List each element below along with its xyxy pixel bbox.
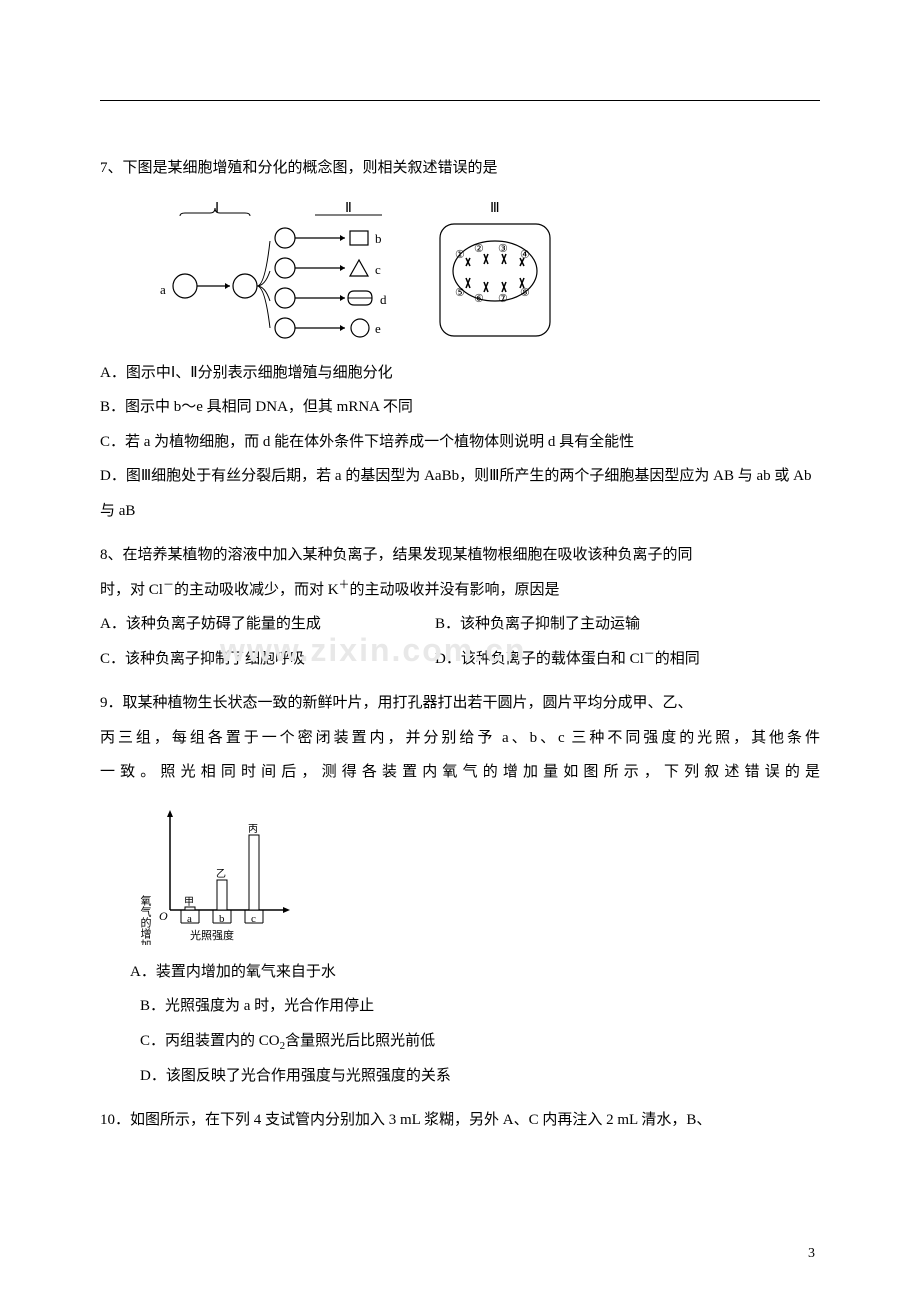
- q8-title-line1: 8、在培养某植物的溶液中加入某种负离子，结果发现某植物根细胞在吸收该种负离子的同: [100, 538, 820, 573]
- svg-text:③: ③: [498, 243, 508, 255]
- q9-option-c: C．丙组装置内的 CO2含量照光后比照光前低: [140, 1024, 820, 1059]
- q9-title-line1: 9．取某种植物生长状态一致的新鲜叶片，用打孔器打出若干圆片，圆片平均分成甲、乙、: [100, 686, 820, 721]
- label-e: e: [375, 321, 381, 336]
- label-c: c: [375, 262, 381, 277]
- label-roman1: Ⅰ: [215, 201, 219, 216]
- bar-label-bing: 丙: [248, 824, 258, 835]
- page-number: 3: [808, 1246, 815, 1262]
- label-d: d: [380, 292, 387, 307]
- q7-option-d: D．图Ⅲ细胞处于有丝分裂后期，若 a 的基因型为 AaBb，则Ⅲ所产生的两个子细…: [100, 459, 820, 528]
- q7-option-a: A．图示中Ⅰ、Ⅱ分别表示细胞增殖与细胞分化: [100, 356, 820, 391]
- svg-text:⑧: ⑧: [520, 287, 530, 299]
- watermark-text: www.zixin.com.cn: [220, 632, 526, 669]
- q9-chart: O 氧气的增加量 光照强度 甲 a 乙 b 丙 c: [135, 805, 295, 945]
- label-a: a: [160, 282, 166, 297]
- svg-text:④: ④: [520, 249, 530, 261]
- q9-title-line3: 一致。照光相同时间后，测得各装置内氧气的增加量如图所示，下列叙述错误的是: [100, 755, 820, 790]
- q7-diagram: Ⅰ Ⅱ Ⅲ a: [150, 196, 570, 346]
- q9-option-a: A．装置内增加的氧气来自于水: [130, 955, 820, 990]
- label-roman2: Ⅱ: [345, 201, 352, 216]
- chart-origin: O: [159, 909, 168, 923]
- q9-title-line2: 丙三组，每组各置于一个密闭装置内，并分别给予 a、b、c 三种不同强度的光照，其…: [100, 721, 820, 756]
- svg-text:⑥: ⑥: [474, 293, 484, 305]
- q10-title: 10．如图所示，在下列 4 支试管内分别加入 3 mL 浆糊，另外 A、C 内再…: [100, 1103, 820, 1138]
- header-rule: [100, 100, 820, 101]
- q7-title: 7、下图是某细胞增殖和分化的概念图，则相关叙述错误的是: [100, 151, 820, 186]
- chart-ylabel: 氧气的增加量: [139, 893, 152, 944]
- svg-text:⑦: ⑦: [498, 293, 508, 305]
- bar-label-yi: 乙: [216, 868, 226, 880]
- svg-text:⑤: ⑤: [455, 287, 465, 299]
- label-b: b: [375, 231, 382, 246]
- label-roman3: Ⅲ: [490, 201, 500, 216]
- bar-label-jia: 甲: [184, 897, 194, 908]
- svg-text:②: ②: [474, 243, 484, 255]
- q7-option-c: C．若 a 为植物细胞，而 d 能在体外条件下培养成一个植物体则说明 d 具有全…: [100, 425, 820, 460]
- chart-xlabel: 光照强度: [190, 928, 234, 942]
- q8-title-line2: 时，对 Cl－的主动吸收减少，而对 K＋的主动吸收并没有影响，原因是: [100, 573, 820, 608]
- svg-text:①: ①: [455, 249, 465, 261]
- q9-option-b: B．光照强度为 a 时，光合作用停止: [140, 989, 820, 1024]
- q7-option-b: B．图示中 b～e 具相同 DNA，但其 mRNA 不同: [100, 390, 820, 425]
- q9-option-d: D．该图反映了光合作用强度与光照强度的关系: [140, 1059, 820, 1094]
